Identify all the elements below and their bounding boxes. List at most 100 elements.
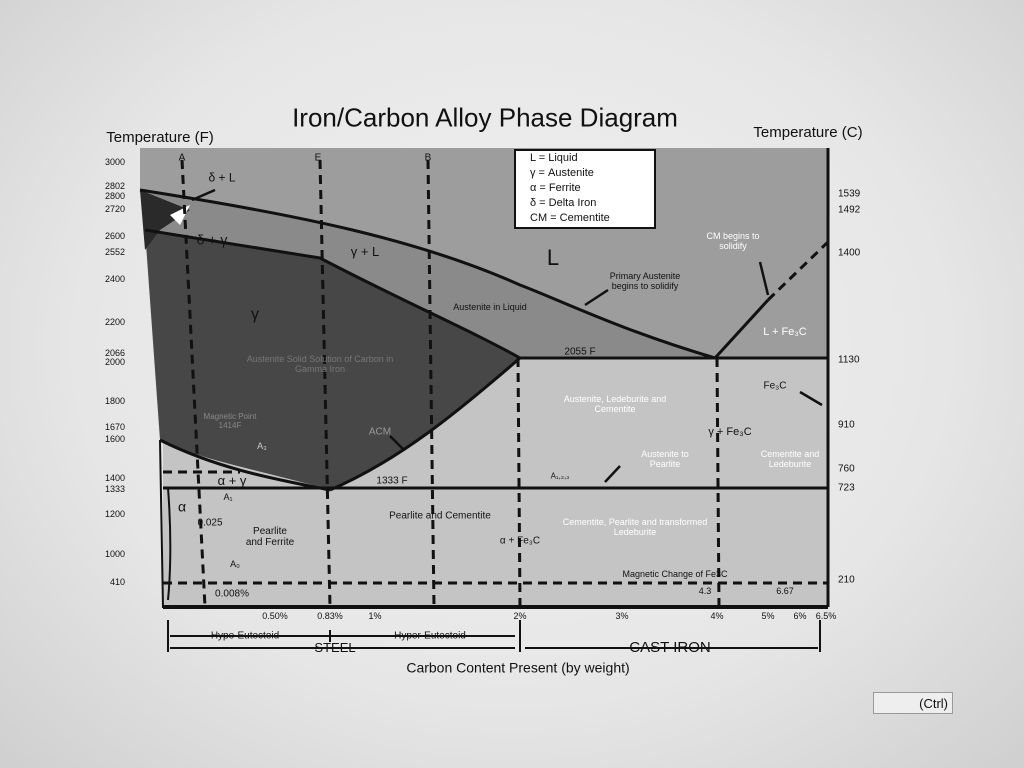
acm-line <box>329 356 521 492</box>
region-label: Cementite and Ledeburite <box>760 449 820 469</box>
a3-line <box>159 438 331 492</box>
region-label: 0.008% <box>215 588 249 600</box>
band-label: CAST IRON <box>629 638 711 656</box>
region-label: δ + γ <box>196 231 228 248</box>
left-tick-label: 2000 <box>104 357 125 368</box>
bottom-tick-label: 4% <box>710 611 724 622</box>
region-label: 0.025 <box>197 517 223 529</box>
four-percent-line <box>715 357 721 608</box>
region-label: Magnetic Change of Fe3C <box>622 569 728 580</box>
left-tick-label: 2802 <box>104 181 125 192</box>
region-label: 6.67 <box>776 586 794 597</box>
region-label: α + γ <box>217 472 247 488</box>
right-tick-label: 723 <box>838 482 855 494</box>
legend-entry: L = Liquid <box>530 151 578 164</box>
left-tick-label: 1400 <box>104 473 125 484</box>
bottom-tick-label: 1% <box>368 611 382 622</box>
region-label: γ <box>251 306 259 324</box>
austenite-region <box>145 230 520 490</box>
left-tick-label: 1200 <box>104 509 125 520</box>
region-label: 1333 F <box>376 475 408 487</box>
bottom-tick-label: 0.83% <box>317 611 343 622</box>
region-label: Primary Austenite begins to solidify <box>609 271 681 291</box>
region-label: α <box>177 498 187 515</box>
top-marker: E <box>314 152 322 164</box>
x-axis-title: Carbon Content Present (by weight) <box>406 659 630 676</box>
cm-line <box>713 298 770 360</box>
right-tick-label: 1400 <box>838 247 861 259</box>
top-marker: B <box>424 152 432 164</box>
left-tick-label: 2400 <box>104 274 125 285</box>
two-percent-line <box>516 357 522 608</box>
right-tick-label: 1539 <box>838 188 861 200</box>
bottom-tick-label: 5% <box>761 611 775 622</box>
region-label: Magnetic Point 1414F <box>203 412 257 430</box>
left-tick-label: 1000 <box>104 549 125 560</box>
bottom-brackets <box>167 620 821 652</box>
left-tick-label: 1600 <box>104 434 125 445</box>
band-label: Hypo-Eutectoid <box>210 630 280 642</box>
region-label: ACM <box>368 426 392 438</box>
right-tick-label: 760 <box>838 463 855 475</box>
legend-entry: γ = Austenite <box>530 166 594 179</box>
paste-options-button[interactable]: (Ctrl) <box>873 692 953 714</box>
left-tick-label: 2720 <box>104 204 125 215</box>
region-label: A₀ <box>230 559 240 570</box>
solidus <box>144 228 521 360</box>
region-label: 4.3 <box>698 586 712 597</box>
right-tick-label: 1130 <box>838 354 860 366</box>
legend-entry: CM = Cementite <box>530 211 610 224</box>
left-tick-label: 2600 <box>104 231 125 242</box>
left-tick-label: 1670 <box>104 422 125 433</box>
region-label: Austenite, Ledeburite and Cementite <box>563 394 667 414</box>
delta-region <box>140 190 190 250</box>
left-tick-label: 2552 <box>104 247 125 258</box>
region-label: Pearlite and Cementite <box>389 510 491 522</box>
left-tick-label: 2800 <box>104 191 125 202</box>
region-label: Pearlite and Ferrite <box>245 526 295 548</box>
bottom-tick-label: 0.50% <box>262 611 288 622</box>
right-tick-label: 210 <box>838 574 855 586</box>
region-label: γ + Fe₃C <box>708 425 752 438</box>
region-label: δ + L <box>208 170 236 185</box>
left-tick-label: 3000 <box>104 157 125 168</box>
left-tick-label: 1800 <box>104 396 125 407</box>
right-axis-title: Temperature (C) <box>753 123 863 141</box>
bottom-tick-label: 6% <box>793 611 807 622</box>
region-label: A₃ <box>257 441 267 452</box>
right-tick-label: 1492 <box>838 204 861 216</box>
region-label: 2055 F <box>564 346 596 358</box>
alpha-boundary <box>159 439 164 609</box>
region-label: L <box>546 244 560 270</box>
dashed-lines <box>163 159 832 608</box>
legend-entry: α = Ferrite <box>530 181 581 194</box>
legend-box <box>514 149 656 229</box>
left-tick-label: 1333 <box>104 484 125 495</box>
region-label: Cementite, Pearlite and transformed Lede… <box>562 517 708 537</box>
phase-lines <box>139 148 830 609</box>
region-label: L + Fe₃C <box>763 325 807 338</box>
gamma-liquid-region <box>140 190 715 358</box>
left-tick-label: 2200 <box>104 317 125 328</box>
band-label: STEEL <box>314 639 356 655</box>
right-tick-label: 910 <box>838 419 855 431</box>
left-tick-label: 410 <box>109 577 125 588</box>
bottom-tick-label: 6.5% <box>815 611 837 622</box>
region-label: CM begins to solidify <box>706 231 760 251</box>
region-label: Austenite in Liquid <box>453 302 527 313</box>
region-label: Austenite to Pearlite <box>641 449 689 469</box>
band-label: Hyper-Eutectoid <box>394 630 466 642</box>
solvus <box>167 487 172 601</box>
region-label: γ + L <box>350 243 380 259</box>
title: Iron/Carbon Alloy Phase Diagram <box>292 102 678 133</box>
arrows <box>191 188 823 483</box>
liquidus <box>139 188 716 360</box>
legend-entry: δ = Delta Iron <box>530 196 597 209</box>
bottom-tick-label: 3% <box>615 611 629 622</box>
bottom-tick-label: 2% <box>513 611 527 622</box>
region-label: Fe₃C <box>763 380 787 392</box>
left-axis-title: Temperature (F) <box>106 128 214 146</box>
left-tick-label: 2066 <box>104 348 125 359</box>
